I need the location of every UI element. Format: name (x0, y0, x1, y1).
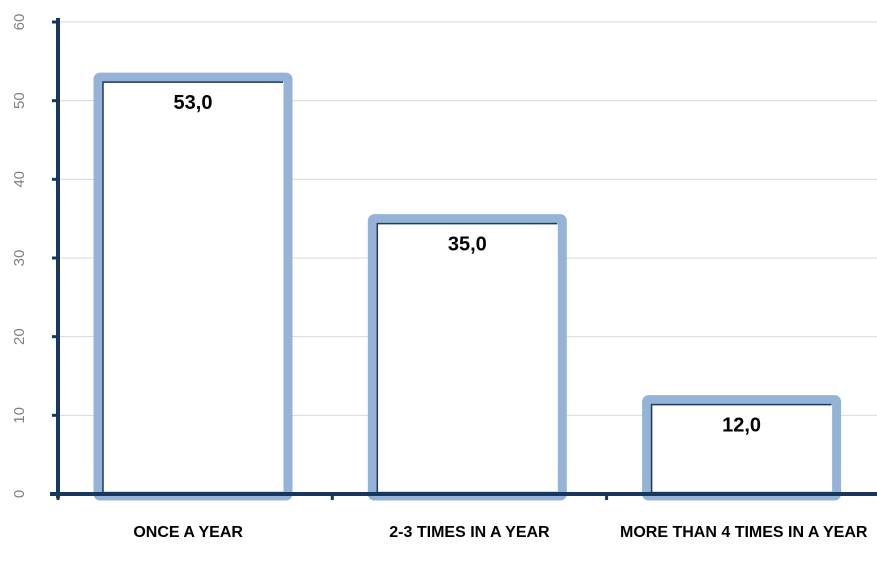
data-label: 12,0 (722, 415, 761, 437)
bar-inner-edge (376, 222, 558, 494)
bar-inner-edge (650, 403, 832, 494)
bar-outline (93, 72, 293, 501)
x-tick-label: ONCE A YEAR (133, 524, 243, 541)
y-tick-label: 40 (11, 171, 28, 188)
bars (93, 72, 842, 501)
x-tick-label: 2-3 TIMES IN A YEAR (389, 524, 550, 541)
bar-1 (93, 72, 293, 501)
data-label: 35,0 (448, 234, 487, 256)
y-tick-label: 30 (11, 250, 28, 267)
x-axis-tick-labels: ONCE A YEAR 2-3 TIMES IN A YEAR MORE THAN … (133, 524, 868, 541)
y-tick-label: 10 (11, 407, 28, 424)
y-axis-tick-labels: 0 10 20 30 40 50 60 (11, 14, 28, 499)
bar-2 (367, 214, 567, 501)
axes (50, 18, 877, 500)
x-tick-label: MORE THAN 4 TIMES IN A YEAR (620, 524, 868, 541)
y-tick-label: 60 (11, 14, 28, 31)
y-tick-label: 0 (11, 490, 28, 498)
y-tick-label: 50 (11, 92, 28, 109)
bar-outline (367, 214, 567, 501)
y-tick-label: 20 (11, 328, 28, 345)
data-label: 53,0 (174, 92, 213, 114)
data-labels: 53,0 35,0 12,0 (174, 92, 762, 437)
bar-inner-edge (102, 81, 283, 494)
